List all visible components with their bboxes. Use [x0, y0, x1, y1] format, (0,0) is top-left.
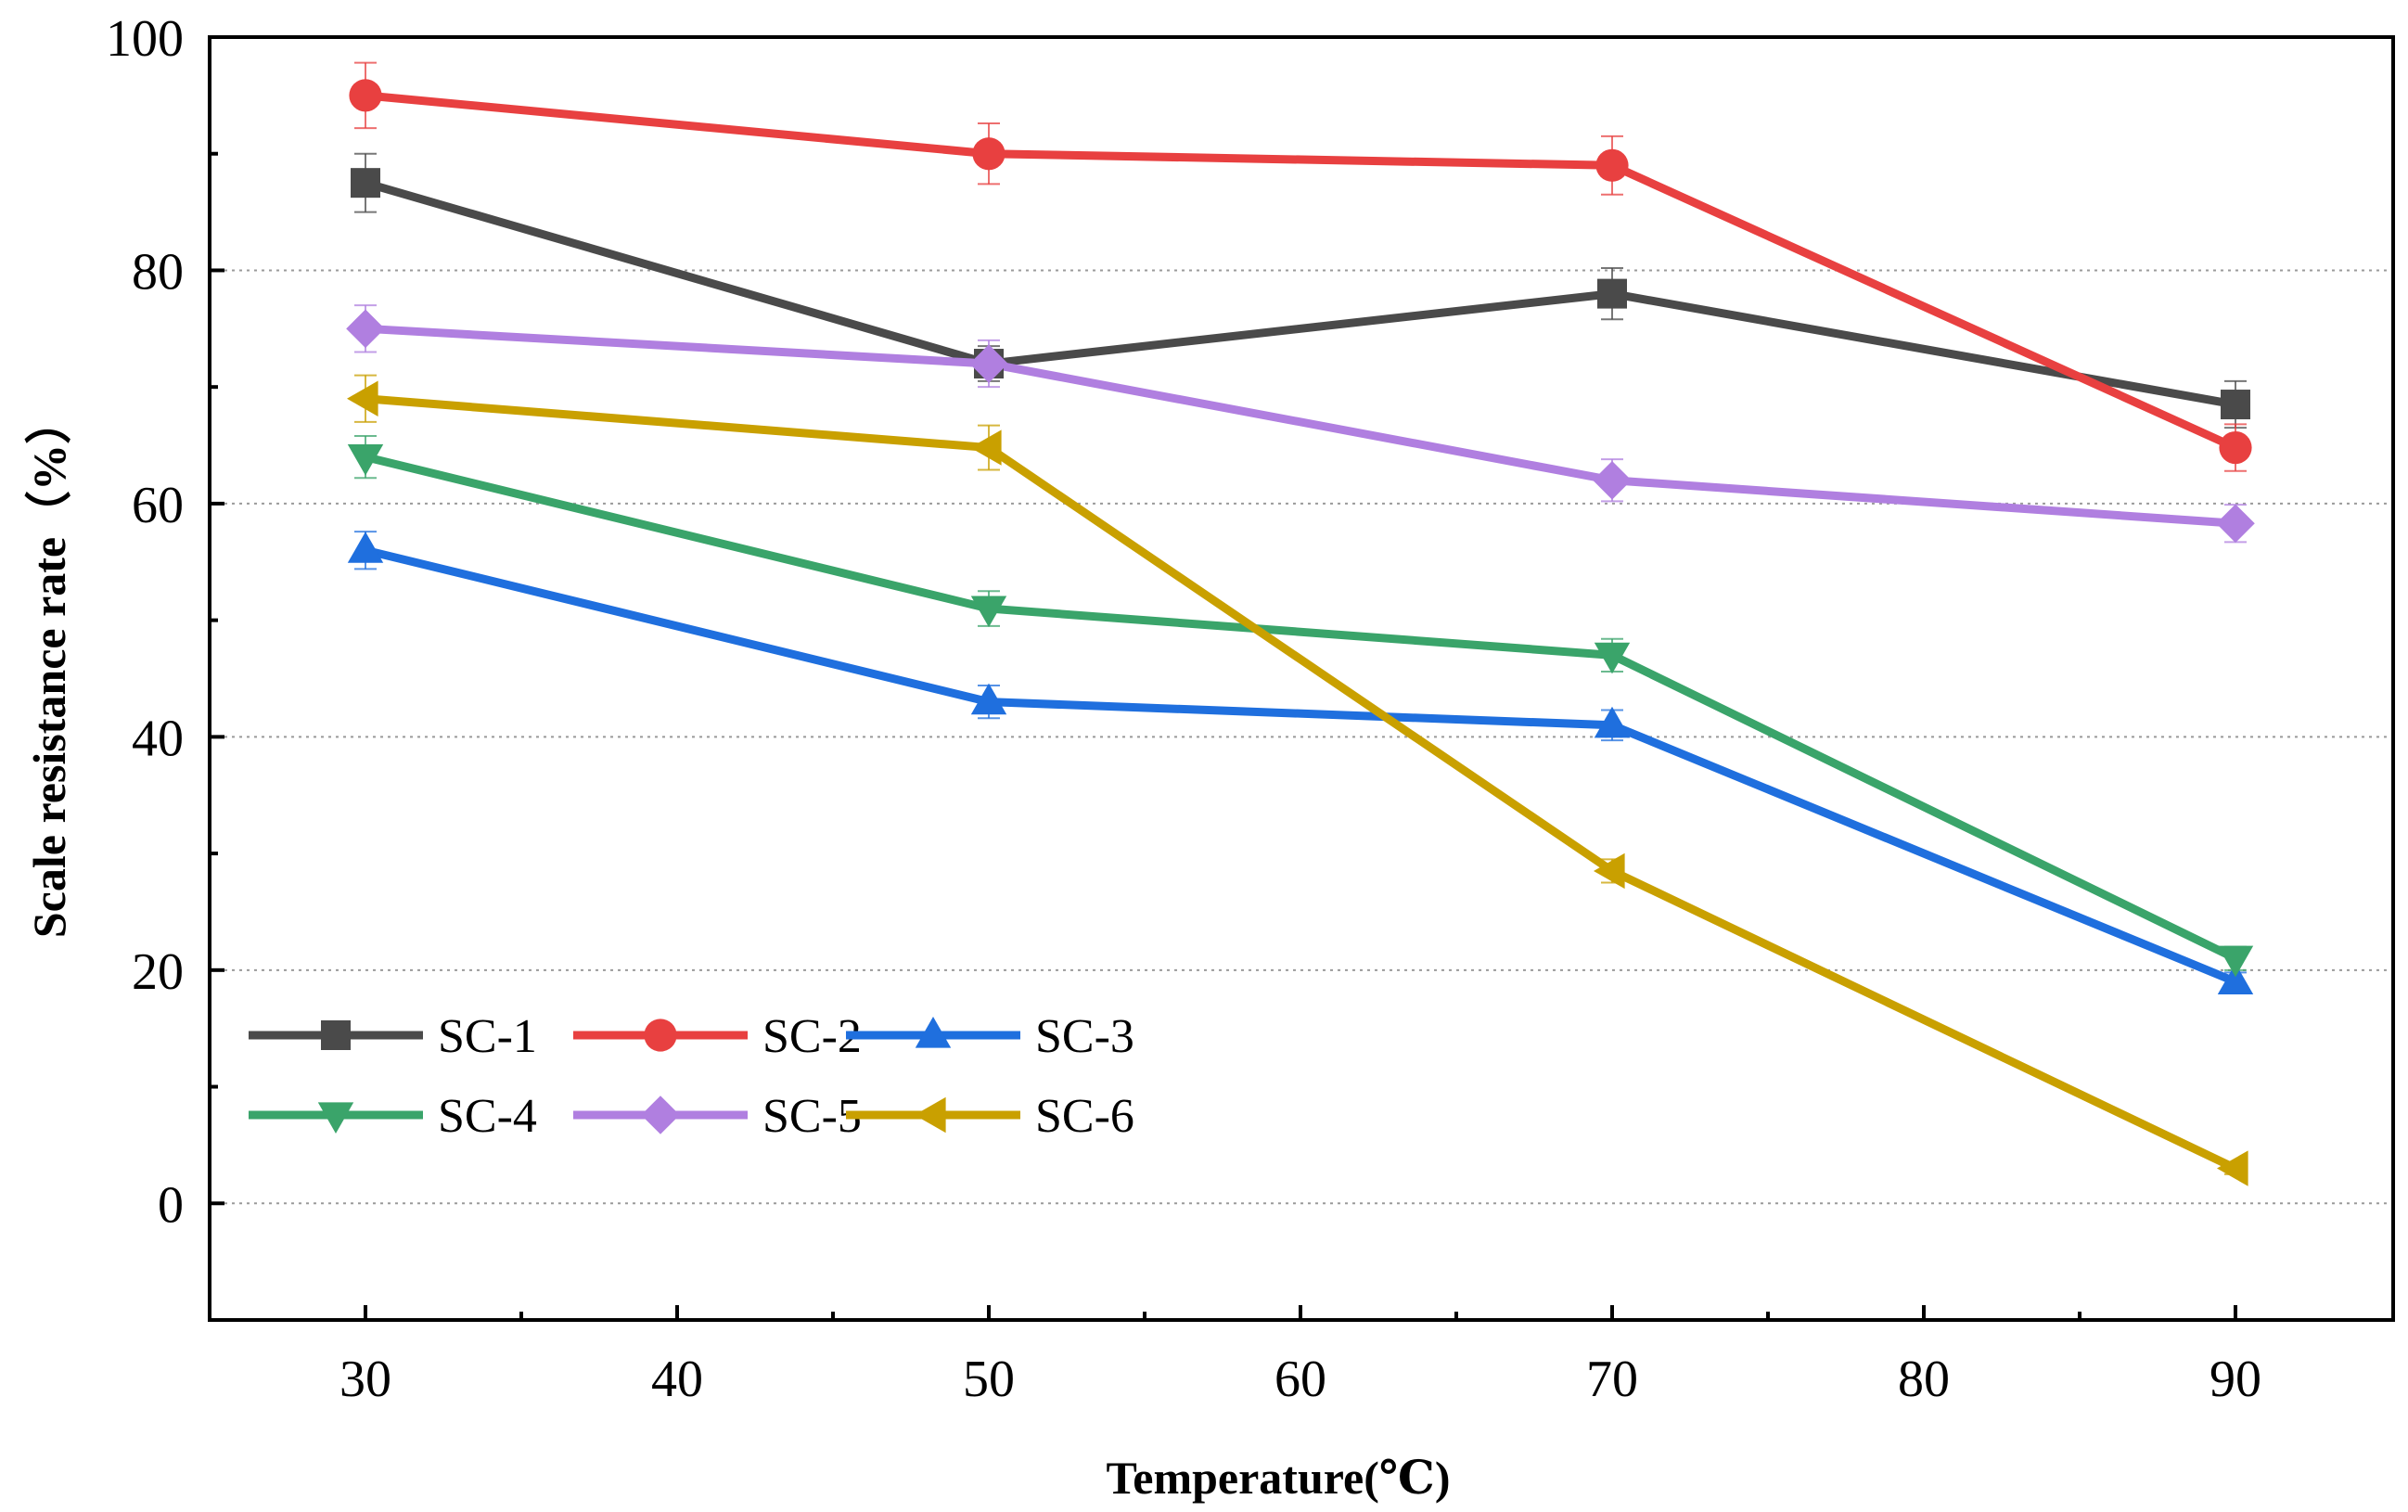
legend-label: SC-1	[438, 1010, 537, 1063]
data-point-SC-2	[349, 79, 382, 112]
legend-item-SC-6: SC-6	[846, 1090, 1134, 1143]
data-point-SC-3	[970, 683, 1007, 715]
legend-swatch-marker	[644, 1019, 677, 1052]
data-point-SC-3	[2217, 963, 2254, 994]
x-tick-label: 50	[963, 1351, 1015, 1408]
series-line-SC-5	[365, 324, 2236, 528]
legend-label: SC-3	[1035, 1010, 1134, 1063]
data-point-SC-1	[351, 168, 380, 199]
legend-swatch-marker	[317, 1102, 354, 1134]
y-tick-label: 80	[132, 243, 184, 301]
data-point-SC-6	[1594, 852, 1625, 890]
legend-label: SC-2	[762, 1010, 862, 1063]
data-markers	[346, 79, 2255, 1186]
data-point-SC-1	[1597, 278, 1627, 309]
legend-item-SC-5: SC-5	[573, 1090, 862, 1143]
data-point-SC-1	[2221, 390, 2250, 420]
data-point-SC-4	[2217, 945, 2254, 978]
series-lines	[364, 91, 2237, 1172]
x-tick-label: 40	[651, 1351, 703, 1408]
data-point-SC-6	[347, 380, 378, 416]
legend-label: SC-6	[1035, 1090, 1134, 1143]
legend-item-SC-4: SC-4	[249, 1090, 537, 1143]
data-point-SC-5	[969, 344, 1008, 383]
x-tick-label: 80	[1898, 1351, 1950, 1408]
series-line-SC-3	[364, 545, 2237, 986]
y-tick-label: 40	[132, 710, 184, 767]
x-tick-label: 60	[1274, 1351, 1326, 1408]
legend-label: SC-4	[438, 1090, 537, 1143]
data-point-SC-3	[1594, 706, 1631, 738]
x-tick-label: 70	[1586, 1351, 1638, 1408]
x-axis-title: Temperature(℃)	[1107, 1452, 1451, 1504]
data-point-SC-6	[970, 429, 1002, 466]
legend-swatch-marker	[641, 1096, 680, 1134]
x-tick-label: 90	[2209, 1351, 2261, 1408]
data-point-SC-2	[1595, 148, 1629, 182]
series-line-SC-2	[365, 91, 2237, 452]
data-point-SC-5	[346, 309, 385, 349]
data-point-SC-6	[2217, 1150, 2248, 1186]
legend-swatch-marker	[915, 1017, 952, 1048]
data-point-SC-2	[972, 137, 1005, 171]
data-point-SC-5	[1593, 460, 1632, 500]
axis-ticks: 0 20 40 60 80 100 30 40 50 60 70 80 90	[106, 10, 2261, 1408]
data-point-SC-4	[347, 444, 384, 476]
data-point-SC-3	[347, 532, 384, 563]
legend-item-SC-3: SC-3	[846, 1010, 1134, 1063]
y-tick-label: 60	[132, 477, 184, 534]
legend-label: SC-5	[762, 1090, 862, 1143]
x-tick-label: 30	[339, 1351, 391, 1408]
series-line-SC-4	[364, 453, 2237, 963]
y-tick-label: 100	[106, 10, 184, 68]
series-line-SC-1	[364, 178, 2236, 409]
y-tick-label: 20	[132, 943, 184, 1001]
data-point-SC-4	[1594, 642, 1631, 674]
legend-swatch-marker	[915, 1096, 946, 1134]
series-line-SC-6	[365, 394, 2237, 1172]
legend-item-SC-2: SC-2	[573, 1010, 862, 1063]
y-axis-title: Scale resistance rate（%）	[23, 398, 75, 938]
data-point-SC-5	[2216, 504, 2255, 544]
legend-item-SC-1: SC-1	[249, 1010, 537, 1063]
legend-swatch-marker	[321, 1020, 351, 1050]
y-tick-label: 0	[158, 1176, 184, 1234]
data-point-SC-2	[2219, 430, 2252, 465]
data-point-SC-4	[970, 596, 1007, 628]
legend: SC-1 SC-2 SC-3 SC-4 SC-5 SC-6	[249, 1010, 1134, 1143]
